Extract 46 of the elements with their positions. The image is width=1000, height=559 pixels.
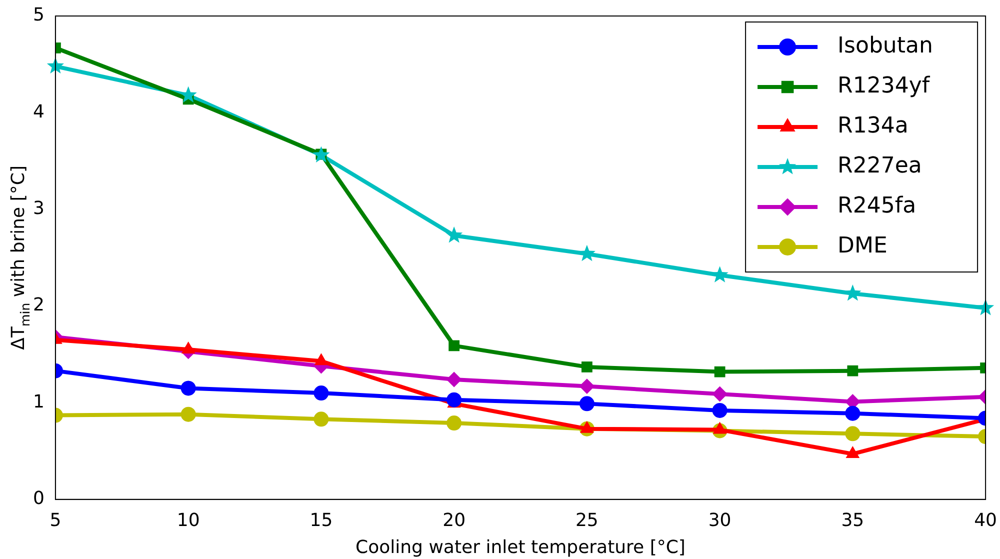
point (180, 380, 196, 396)
y-tick-label: 3 (33, 198, 44, 220)
y-tick-label: 4 (33, 101, 44, 122)
legend-label: R134a (838, 114, 908, 139)
point (711, 266, 728, 282)
x-tick-label: 15 (310, 510, 333, 531)
y-tick-label: 5 (33, 4, 44, 26)
x-tick-label: 10 (176, 510, 200, 531)
x-tick-label: 35 (841, 510, 864, 531)
point (446, 392, 462, 408)
point (314, 386, 329, 401)
point (845, 406, 860, 421)
point (712, 386, 728, 402)
point (314, 354, 328, 366)
point (180, 406, 196, 422)
point (712, 402, 728, 418)
point (844, 284, 862, 301)
point (578, 244, 596, 262)
point (847, 365, 858, 376)
legend-label: DME (838, 234, 888, 259)
x-tick-label: 40 (974, 510, 997, 531)
point (581, 362, 592, 372)
legend-label: R227ea (838, 154, 922, 179)
point (446, 416, 462, 431)
y-tick-label: 1 (33, 391, 44, 412)
point (845, 426, 860, 442)
legend-label: Isobutan (838, 34, 933, 59)
point (446, 226, 463, 243)
point (446, 372, 462, 388)
legend-label: R1234yf (838, 74, 931, 99)
legend-label: R245fa (838, 194, 916, 219)
x-tick-label: 30 (708, 510, 732, 531)
point (312, 146, 330, 162)
y-tick-label: 0 (33, 488, 44, 510)
point (579, 396, 594, 412)
point (314, 412, 329, 427)
x-tick-label: 20 (442, 510, 466, 531)
point (182, 342, 195, 354)
y-axis-title: ΔTmin with brine [°C] (8, 166, 32, 350)
point (448, 340, 460, 352)
point (714, 366, 726, 378)
y-tick-label: 2 (33, 294, 44, 316)
x-tick-label: 25 (575, 510, 598, 531)
x-axis-title: Cooling water inlet temperature [°C] (356, 537, 686, 558)
point (579, 378, 594, 394)
x-tick-label: 5 (50, 510, 62, 531)
